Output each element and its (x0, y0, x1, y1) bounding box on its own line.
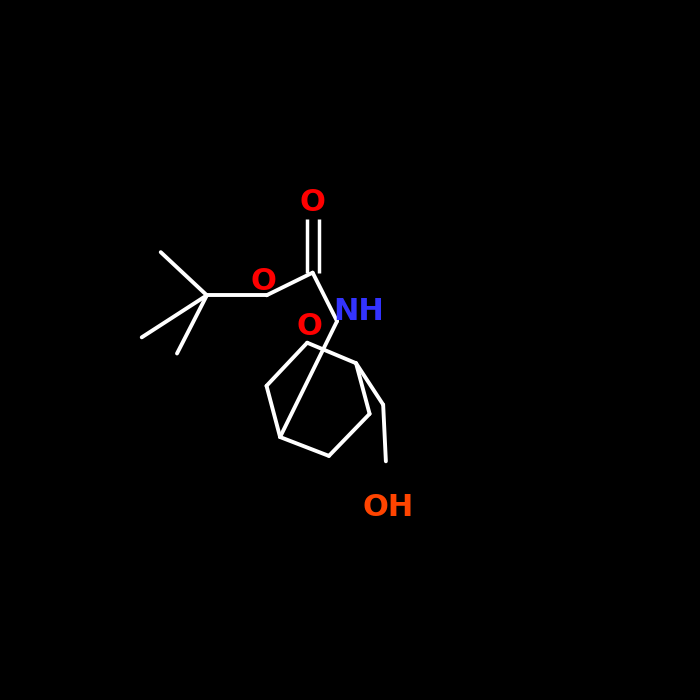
Text: NH: NH (333, 297, 384, 326)
Text: O: O (251, 267, 276, 296)
Text: OH: OH (363, 493, 414, 522)
Text: O: O (297, 312, 323, 341)
Text: O: O (300, 188, 326, 217)
